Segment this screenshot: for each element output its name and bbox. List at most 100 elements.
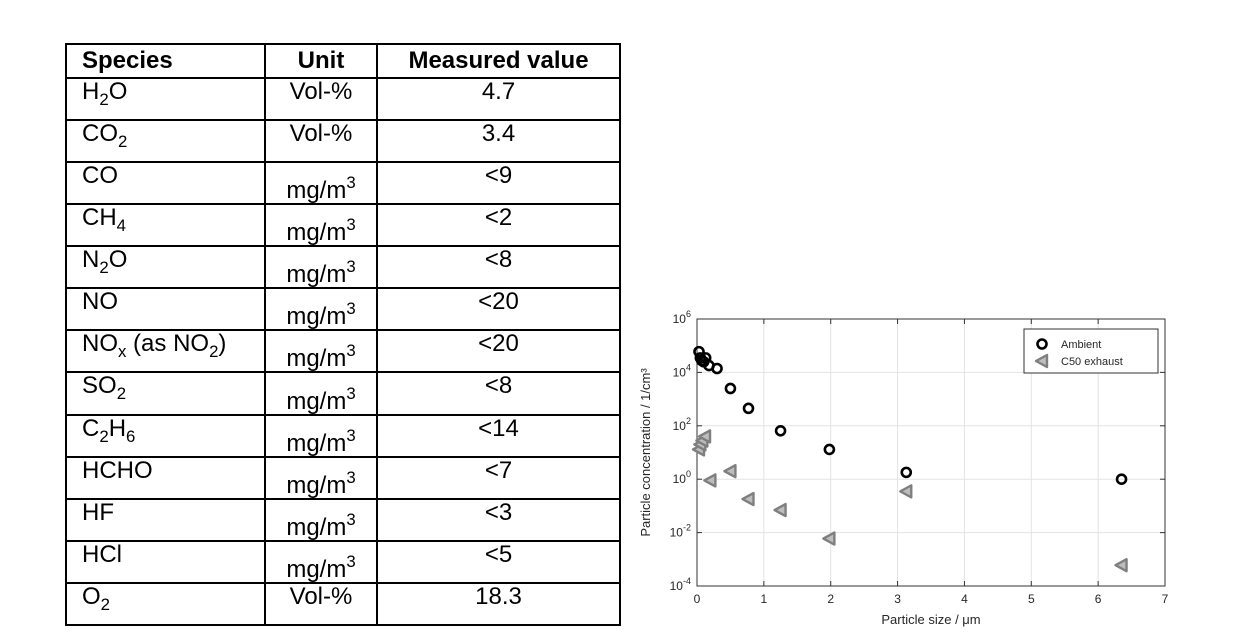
unit-cell: mg/m3 (264, 245, 378, 290)
unit-cell: Vol-% (264, 76, 378, 122)
header-measured-value: Measured value (376, 43, 621, 79)
species-cell: HCl (65, 539, 266, 584)
species-cell: HCHO (65, 455, 266, 500)
species-text: N (82, 246, 100, 274)
species-sub: 2 (116, 384, 127, 404)
table-row: NO mg/m3 <20 (65, 287, 621, 332)
value-cell: 3.4 (376, 119, 621, 164)
unit-cell: mg/m3 (264, 371, 378, 416)
table-body: H2O Vol-% 4.7 CO2 Vol-% 3.4 CO mg/m3 <9 CH4 mg/m3 <… (65, 76, 621, 627)
legend-marker (1036, 338, 1048, 350)
unit-cell: mg/m3 (264, 329, 378, 374)
y-tick-label: 100 (673, 469, 691, 486)
x-tick-label: 7 (1162, 592, 1169, 606)
value-cell: <20 (376, 287, 621, 332)
value-cell: <7 (376, 455, 621, 500)
value-cell: <8 (376, 371, 621, 416)
value-cell: <14 (376, 413, 621, 458)
unit-text: mg/m (286, 513, 347, 541)
unit-sup: 3 (346, 173, 356, 193)
unit-text: mg/m (286, 261, 347, 289)
y-axis-label: Particle concentration / 1/cm³ (638, 368, 653, 537)
data-point (711, 362, 723, 375)
unit-text: mg/m (286, 471, 347, 499)
data-point (899, 484, 913, 499)
table-header-row: Species Unit Measured value (65, 43, 621, 79)
table-row: HF mg/m3 <3 (65, 497, 621, 542)
table-row: HCl mg/m3 <5 (65, 539, 621, 584)
table-row: NOx (as NO2) mg/m3 <20 (65, 329, 621, 374)
species-text: O (108, 246, 128, 274)
species-text: O (108, 78, 128, 105)
species-sub: 2 (100, 594, 111, 614)
species-sub: 2 (209, 342, 219, 362)
species-text: O (82, 582, 101, 610)
species-cell: NOx (as NO2) (65, 329, 266, 374)
species-text: NO (82, 330, 118, 358)
data-point (900, 466, 913, 479)
unit-text: mg/m (286, 177, 347, 205)
y-tick-label: 10-4 (670, 576, 691, 593)
unit-sup: 3 (346, 551, 356, 571)
species-sub: 2 (118, 131, 128, 151)
species-cell: N2O (65, 245, 266, 290)
species-cell: CO (65, 161, 266, 206)
value-cell: <9 (376, 161, 621, 206)
data-point (1115, 473, 1128, 485)
value-cell: <8 (376, 245, 621, 290)
value-cell: <20 (376, 329, 621, 374)
species-cell: CO2 (65, 119, 266, 164)
table-row: O2 Vol-% 18.3 (65, 581, 621, 627)
unit-sup: 3 (346, 215, 356, 235)
y-tick-label: 106 (673, 309, 691, 326)
species-sub: 4 (116, 216, 127, 236)
data-point (1114, 558, 1128, 573)
data-point (703, 473, 717, 488)
unit-cell: mg/m3 (264, 455, 378, 500)
value-cell: 18.3 (376, 581, 621, 627)
unit-text: mg/m (286, 387, 347, 415)
species-cell: SO2 (65, 371, 266, 416)
species-cell: CH4 (65, 203, 266, 248)
legend: Ambient C50 exhaust (1023, 328, 1159, 374)
unit-text: mg/m (286, 555, 347, 583)
unit-text: mg/m (286, 219, 347, 247)
legend-marker (1034, 353, 1049, 369)
table-row: CO2 Vol-% 3.4 (65, 119, 621, 164)
table-row: C2H6 mg/m3 <14 (65, 413, 621, 458)
y-tick-label: 104 (673, 362, 691, 379)
unit-text: Vol-% (289, 78, 353, 105)
species-text: ) (218, 330, 227, 358)
value-cell: <2 (376, 203, 621, 248)
unit-text: Vol-% (289, 582, 353, 610)
species-text: H (108, 414, 127, 442)
unit-cell: mg/m3 (264, 413, 378, 458)
data-point (723, 463, 737, 479)
unit-sup: 3 (346, 509, 356, 529)
species-sub: 2 (99, 89, 109, 109)
unit-text: mg/m (286, 429, 347, 457)
data-point (774, 424, 787, 437)
unit-cell: mg/m3 (264, 539, 378, 584)
value-cell: <5 (376, 539, 621, 584)
table-row: CO mg/m3 <9 (65, 161, 621, 206)
unit-sup: 3 (346, 467, 356, 487)
unit-sup: 3 (346, 341, 356, 361)
unit-sup: 3 (346, 425, 356, 445)
species-text: CO (82, 162, 118, 190)
species-text: HCl (82, 540, 122, 568)
table-row: N2O mg/m3 <8 (65, 245, 621, 290)
x-tick-label: 5 (1028, 592, 1035, 606)
x-tick-label: 6 (1095, 592, 1102, 606)
unit-cell: mg/m3 (264, 203, 378, 248)
series-ambient (693, 345, 1128, 485)
species-sub: x (118, 342, 127, 362)
x-tick-label: 4 (961, 592, 968, 606)
unit-cell: Vol-% (264, 119, 378, 164)
data-point (724, 382, 737, 395)
unit-text: mg/m (286, 303, 347, 331)
table-row: HCHO mg/m3 <7 (65, 455, 621, 500)
unit-text: mg/m (286, 345, 347, 373)
unit-sup: 3 (346, 257, 356, 277)
species-text: H (82, 78, 100, 105)
